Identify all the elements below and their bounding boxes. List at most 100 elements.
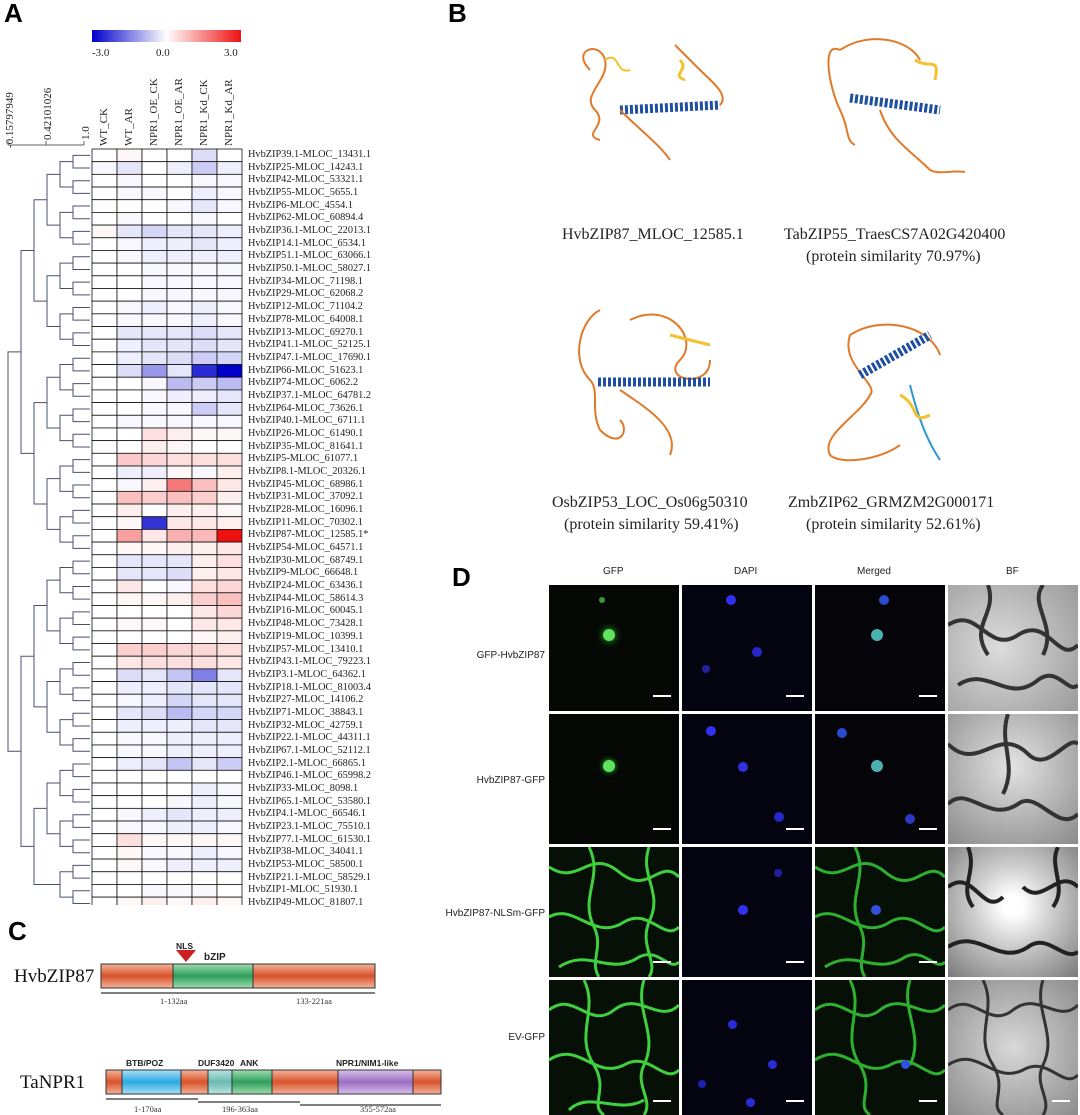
heatmap-cell	[141, 250, 168, 264]
dendrogram-branch	[46, 376, 60, 429]
heatmap-cell	[91, 731, 118, 746]
heatmap-cell	[116, 529, 143, 543]
heatmap-cell	[216, 161, 243, 175]
microscopy-row-nlsm-gfp: HvbZIP87-NLSm-GFP	[445, 908, 545, 919]
micrograph-gfp-row4	[549, 980, 679, 1115]
heatmap-cell	[116, 706, 143, 720]
heatmap-cell	[141, 427, 168, 442]
heatmap-cell	[91, 300, 118, 315]
heatmap-cell	[116, 148, 143, 163]
tanpr1-range-2: 196-363aa	[222, 1104, 258, 1114]
dendrogram-branch	[72, 738, 90, 752]
heatmap-cell	[191, 541, 218, 556]
heatmap-cell	[141, 452, 168, 467]
dendrogram-branch	[72, 230, 90, 245]
heatmap-cell	[166, 643, 193, 657]
heatmap-cell	[141, 567, 168, 581]
heatmap-cell	[191, 833, 218, 847]
microscopy-column-dapi: DAPI	[734, 566, 758, 577]
heatmap-cell	[166, 681, 193, 695]
heatmap-row-label: HvbZIP27-MLOC_14106.2	[248, 694, 364, 706]
heatmap-cell	[116, 833, 143, 847]
heatmap-row-label: HvbZIP32-MLOC_42759.1	[248, 719, 364, 731]
heatmap-cells	[91, 148, 243, 905]
heatmap-cell	[141, 757, 168, 771]
dendrogram-branch	[72, 484, 90, 499]
heatmap-cell	[191, 313, 218, 327]
heatmap-row-label: HvbZIP44-MLOC_58614.3	[248, 592, 364, 604]
heatmap-cell	[116, 579, 143, 594]
heatmap-cell	[141, 402, 168, 416]
dendrogram-branch	[46, 275, 60, 328]
tabzip55-structure-label: TabZIP55_TraesCS7A02G420400	[784, 226, 1006, 243]
heatmap-cell	[91, 338, 118, 353]
dendrogram-branch	[72, 154, 90, 169]
dendrogram-branch	[59, 719, 73, 746]
heatmap-cell	[166, 364, 193, 378]
heatmap-row-label: HvbZIP25-MLOC_14243.1	[248, 161, 364, 173]
heatmap-cell	[166, 440, 193, 454]
heatmap-row-label: HvbZIP12-MLOC_71104.2	[248, 301, 363, 313]
micrograph-bf-row2	[948, 714, 1078, 844]
heatmap-cell	[216, 288, 243, 302]
dendrogram-branch	[72, 763, 90, 778]
heatmap-cell	[166, 351, 193, 365]
heatmap-row-label: HvbZIP77.1-MLOC_61530.1	[248, 833, 371, 845]
dendrogram-branch	[72, 636, 90, 651]
heatmap-cell	[91, 275, 118, 289]
heatmap-row-label: HvbZIP74-MLOC_6062.2	[248, 377, 359, 389]
dendrogram-branch	[72, 839, 90, 854]
heatmap-row-label: HvbZIP41.1-MLOC_52125.1	[248, 339, 371, 351]
heatmap-cell	[191, 376, 218, 391]
heatmap-cell	[116, 478, 143, 492]
heatmap-row-label: HvbZIP21.1-MLOC_58529.1	[248, 871, 371, 883]
heatmap-cell	[166, 846, 193, 860]
heatmap-cell	[91, 693, 118, 708]
heatmap-cell	[116, 351, 143, 365]
heatmap-cell	[91, 465, 118, 480]
heatmap-cell	[191, 744, 218, 759]
heatmap-cell	[91, 617, 118, 632]
heatmap-cell	[166, 807, 193, 822]
bzip-label: bZIP	[204, 952, 226, 963]
heatmap-row-label: HvbZIP5-MLOC_61077.1	[248, 453, 359, 465]
heatmap-cell	[91, 668, 118, 682]
dendrogram-branch	[59, 617, 73, 645]
heatmap-cell	[141, 288, 168, 302]
dendrogram-branch	[59, 566, 73, 594]
heatmap-cell	[116, 592, 143, 606]
dendrogram-branch	[72, 205, 90, 220]
heatmap-cell	[116, 541, 143, 556]
dendrogram-branch	[72, 307, 90, 321]
heatmap-cell	[91, 643, 118, 657]
micrograph-merged-row2	[815, 714, 945, 844]
heatmap-cell	[191, 706, 218, 720]
heatmap-cell	[166, 452, 193, 467]
heatmap-cell	[116, 161, 143, 175]
heatmap-cell	[166, 567, 193, 581]
heatmap-chart	[7, 141, 243, 905]
heatmap-cell	[166, 237, 193, 251]
heatmap-cell	[141, 440, 168, 454]
heatmap-cell	[191, 224, 218, 239]
heatmap-cell	[141, 224, 168, 239]
heatmap-cell	[91, 389, 118, 404]
panel-label-c: C	[8, 916, 27, 946]
colorbar-max-label: 3.0	[224, 47, 238, 59]
heatmap-cell	[166, 478, 193, 492]
heatmap-cell	[116, 402, 143, 416]
heatmap-cell	[91, 288, 118, 302]
dendrogram-branch	[72, 459, 90, 473]
heatmap-cell	[116, 300, 143, 315]
dendrogram-branch	[59, 364, 73, 391]
heatmap-cell	[166, 579, 193, 594]
heatmap-cell	[116, 262, 143, 277]
heatmap-row-label: HvbZIP30-MLOC_68749.1	[248, 554, 364, 566]
heatmap-cell	[141, 795, 168, 809]
heatmap-cell	[191, 262, 218, 277]
heatmap-cell	[91, 414, 118, 429]
heatmap-cell	[191, 351, 218, 365]
heatmap-cell	[141, 744, 168, 759]
heatmap-cell	[166, 529, 193, 543]
heatmap-cell	[216, 782, 243, 797]
